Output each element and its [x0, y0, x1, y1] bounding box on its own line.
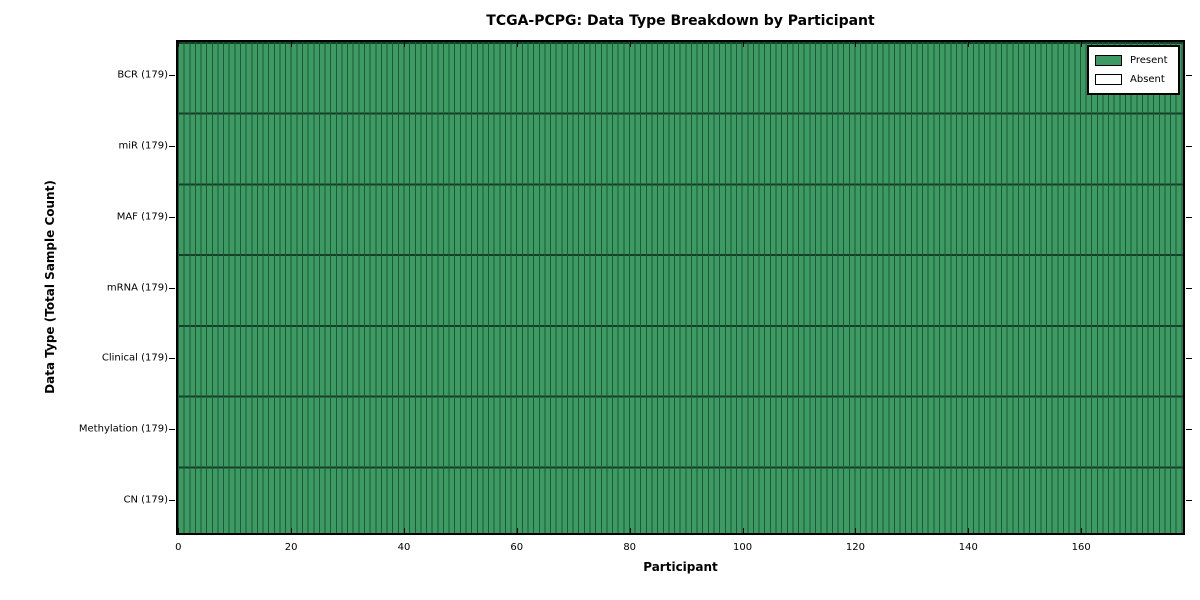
- y-tick-label: CN (179): [123, 494, 168, 506]
- legend-label-present: Present: [1130, 55, 1168, 66]
- x-tick-label: 120: [845, 542, 865, 553]
- y-tick-label: BCR (179): [117, 69, 168, 81]
- x-tick-mark: [1081, 42, 1083, 47]
- y-tick-mark: [169, 287, 175, 289]
- x-tick-mark: [404, 42, 405, 47]
- legend-swatch-absent-icon: [1095, 74, 1122, 85]
- y-tick-mark: [169, 499, 175, 501]
- x-tick-mark: [178, 42, 180, 47]
- x-tick-mark: [291, 42, 293, 47]
- x-tick-mark: [629, 528, 631, 533]
- x-tick-mark: [855, 42, 857, 47]
- legend-item-absent: Absent: [1095, 70, 1172, 89]
- legend-swatch-present-icon: [1095, 55, 1122, 66]
- y-tick-label: Methylation (179): [78, 423, 168, 435]
- y-tick-mark: [1186, 75, 1192, 77]
- x-tick-mark: [968, 42, 970, 47]
- y-tick-mark: [1186, 146, 1192, 148]
- y-tick-label: miR (179): [118, 140, 168, 152]
- x-tick-mark: [1081, 528, 1083, 533]
- x-tick-label: 160: [1071, 542, 1091, 553]
- x-axis-label: Participant: [643, 560, 718, 574]
- y-tick-mark: [169, 428, 175, 430]
- x-tick-mark: [742, 42, 744, 47]
- y-tick-mark: [169, 75, 175, 77]
- y-tick-label: MAF (179): [116, 211, 168, 223]
- y-tick-mark: [1186, 216, 1192, 218]
- y-tick-mark: [1186, 428, 1192, 430]
- y-tick-mark: [169, 146, 175, 148]
- legend: Present Absent: [1087, 45, 1180, 95]
- x-tick-mark: [291, 528, 293, 533]
- y-tick-mark: [1186, 358, 1192, 360]
- x-tick-label: 80: [623, 542, 637, 553]
- y-tick-mark: [1186, 499, 1192, 501]
- y-tick-mark: [169, 358, 175, 360]
- x-tick-mark: [178, 528, 180, 533]
- y-axis-label: Data Type (Total Sample Count): [43, 180, 57, 394]
- x-tick-label: 40: [397, 542, 411, 553]
- x-tick-label: 20: [284, 542, 298, 553]
- y-tick-mark: [169, 216, 175, 218]
- x-tick-mark: [404, 528, 405, 533]
- x-tick-mark: [516, 528, 518, 533]
- x-tick-label: 140: [958, 542, 978, 553]
- y-tick-mark: [1186, 287, 1192, 289]
- x-tick-label: 100: [733, 542, 753, 553]
- legend-label-absent: Absent: [1130, 74, 1165, 85]
- x-tick-label: 60: [510, 542, 524, 553]
- legend-item-present: Present: [1095, 51, 1172, 70]
- x-tick-mark: [968, 528, 970, 533]
- x-tick-mark: [855, 528, 857, 533]
- x-tick-mark: [629, 42, 631, 47]
- x-tick-mark: [516, 42, 518, 47]
- x-tick-mark: [742, 528, 744, 533]
- plot-area: [176, 40, 1185, 535]
- y-tick-label: Clinical (179): [101, 352, 168, 364]
- y-tick-label: mRNA (179): [106, 282, 168, 293]
- x-tick-label: 0: [175, 542, 182, 553]
- chart-title: TCGA-PCPG: Data Type Breakdown by Partic…: [486, 13, 875, 29]
